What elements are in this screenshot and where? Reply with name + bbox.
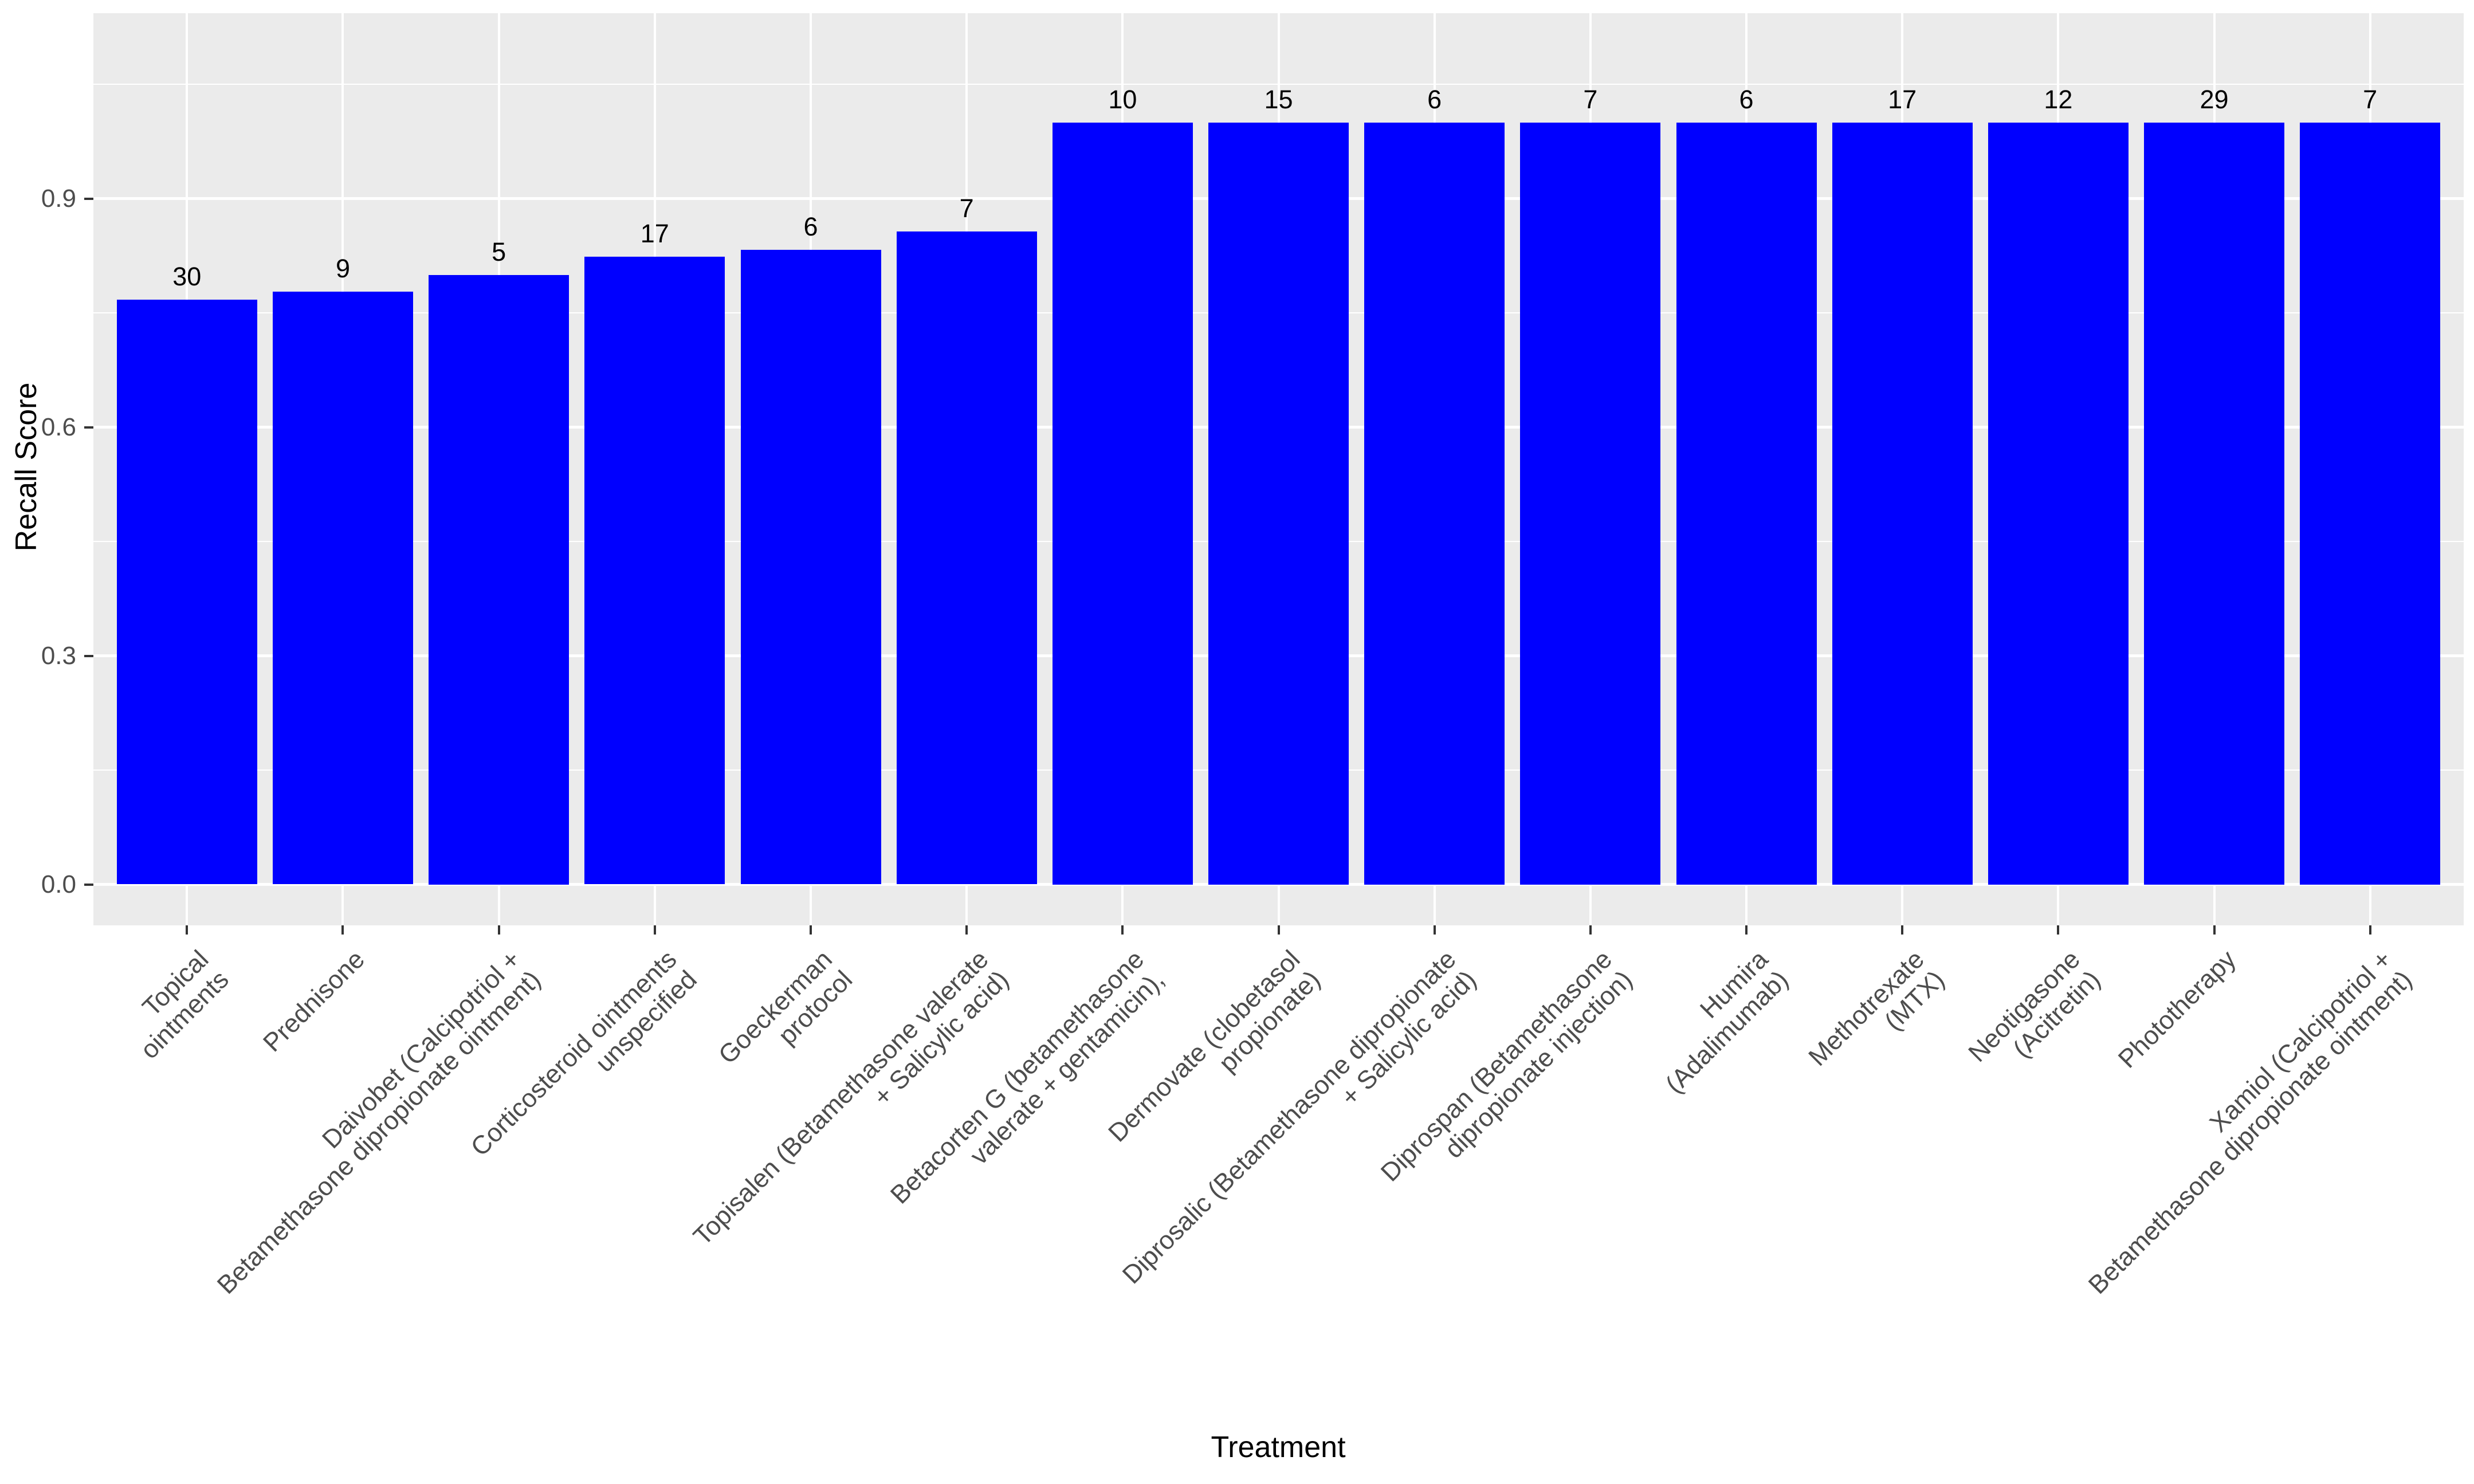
x-axis-tick	[1433, 925, 1436, 935]
bar	[2300, 122, 2441, 885]
bar-value-label: 29	[2200, 84, 2229, 114]
bar-value-label: 17	[640, 218, 669, 248]
bar	[584, 256, 725, 885]
y-axis-tick-label: 0.0	[41, 870, 76, 898]
bar	[273, 291, 413, 885]
x-axis-tick	[2213, 925, 2216, 935]
bar	[1676, 122, 1817, 885]
x-axis-tick	[653, 925, 656, 935]
bar-value-label: 7	[959, 193, 974, 223]
bar-value-label: 17	[1888, 84, 1917, 114]
bar	[1520, 122, 1661, 885]
y-axis-tick-label: 0.9	[41, 184, 76, 213]
bar	[429, 274, 570, 885]
x-axis-tick-label: Betacorten G (betamethasone valerate + g…	[885, 944, 1171, 1210]
x-axis-tick	[1121, 925, 1124, 935]
y-axis-title: Recall Score	[10, 382, 43, 552]
x-axis-tick	[497, 925, 500, 935]
x-axis-tick	[1277, 925, 1280, 935]
x-axis-tick-label: Xamiol (Calcipotriol + Betamethasone dip…	[2083, 944, 2418, 1300]
x-axis-tick	[341, 925, 344, 935]
x-axis-title: Treatment	[1211, 1431, 1346, 1464]
x-axis-tick	[1901, 925, 1904, 935]
plot-panel: 30 9 5 17 6 7 10 15 6 7 6 17 12 29 7	[93, 13, 2464, 925]
y-axis-tick-label: 0.6	[41, 413, 76, 441]
y-axis-tick	[84, 654, 93, 657]
x-axis-tick	[186, 925, 189, 935]
x-axis-tick-label: Phototherapy	[2112, 944, 2241, 1074]
bar	[1052, 122, 1193, 885]
bar-value-label: 6	[1427, 84, 1442, 114]
bar	[1988, 122, 2129, 885]
bar	[1208, 122, 1349, 885]
y-axis-tick	[84, 426, 93, 429]
y-axis-tick	[84, 883, 93, 886]
bar-value-label: 7	[2363, 84, 2378, 114]
bar-value-label: 15	[1264, 84, 1293, 114]
bar	[1832, 122, 1973, 885]
y-axis-tick-label: 0.3	[41, 641, 76, 670]
bar	[740, 249, 881, 885]
x-axis-tick	[1589, 925, 1592, 935]
x-axis-tick	[2369, 925, 2371, 935]
x-axis-tick-label: Methotrexate (MTX)	[1802, 944, 1950, 1072]
bar	[116, 300, 257, 885]
bar-value-label: 10	[1108, 84, 1137, 114]
x-axis-tick-label: Topical ointments	[135, 944, 235, 1065]
y-axis-tick	[84, 197, 93, 200]
x-axis-tick-label: Neotigasone (Acitretin)	[1962, 944, 2106, 1068]
x-axis-tick-label: Prednisone	[257, 944, 370, 1058]
x-axis-tick	[809, 925, 812, 935]
x-axis-tick-label: Goeckerman protocol	[713, 944, 858, 1070]
bar-value-label: 9	[335, 253, 351, 283]
bar-value-label: 6	[1739, 84, 1754, 114]
bar	[1364, 122, 1505, 885]
bar	[896, 231, 1037, 885]
x-axis-tick-label: Humira (Adalimumab)	[1659, 944, 1794, 1100]
bar-value-label: 6	[803, 211, 818, 241]
bar-value-label: 7	[1583, 84, 1598, 114]
bar-value-label: 12	[2044, 84, 2073, 114]
bar	[2144, 122, 2284, 885]
x-axis-tick	[1745, 925, 1747, 935]
bar-value-label: 5	[492, 237, 506, 266]
bar-value-label: 30	[172, 262, 202, 292]
x-axis-tick	[2057, 925, 2060, 935]
x-axis-tick	[965, 925, 968, 935]
